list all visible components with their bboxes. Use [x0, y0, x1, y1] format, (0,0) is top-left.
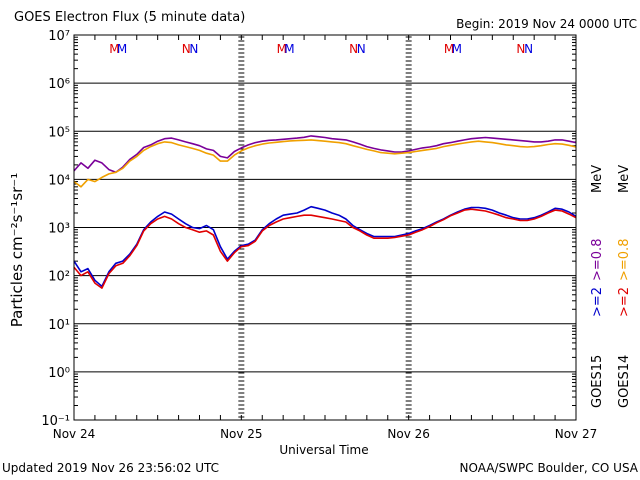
local-time-marker: M: [444, 42, 454, 56]
plot-grid: [74, 35, 576, 420]
local-time-marker: N: [189, 42, 198, 56]
local-time-marker: N: [182, 42, 191, 56]
y-tick-label: 10³: [48, 222, 70, 237]
y-axis-label: Particles cm⁻²s⁻¹sr⁻¹: [8, 173, 26, 327]
legend-goes14-2mev: >=2: [617, 287, 632, 317]
legend-goes15: GOES15: [590, 355, 605, 408]
series-line: [73, 139, 577, 188]
x-axis-label: Universal Time: [279, 443, 368, 457]
x-tick-label: Nov 24: [53, 427, 96, 441]
local-time-marker: M: [277, 42, 287, 56]
y-tick-label: 10⁻¹: [41, 414, 70, 429]
local-time-marker: N: [524, 42, 533, 56]
begin-label: Begin: 2019 Nov 24 0000 UTC: [456, 17, 637, 31]
local-time-markers: MM NN MM NN MM NN: [109, 42, 533, 56]
local-time-marker: M: [452, 42, 462, 56]
local-time-marker: N: [516, 42, 525, 56]
local-time-marker: N: [357, 42, 366, 56]
series-line: [73, 205, 577, 288]
local-time-marker: M: [284, 42, 294, 56]
legend-goes14: GOES14: [617, 355, 632, 408]
local-time-marker: M: [117, 42, 127, 56]
legend-unit-lower: MeV: [617, 165, 632, 193]
y-tick-label: 10⁴: [48, 173, 70, 188]
legend-goes14-08mev: >=0.8: [617, 239, 632, 281]
series-line: [73, 135, 577, 174]
y-tick-labels: 10⁻¹ 10⁰ 10¹ 10² 10³ 10⁴ 10⁵ 10⁶ 10⁷: [41, 29, 70, 429]
legend-goes15-2mev: >=2: [590, 287, 605, 317]
footer-updated: Updated 2019 Nov 26 23:56:02 UTC: [2, 461, 219, 475]
chart-title: GOES Electron Flux (5 minute data): [14, 10, 245, 25]
plot-frame: [73, 34, 577, 421]
y-tick-label: 10⁰: [48, 366, 70, 381]
y-tick-label: 10⁷: [48, 29, 70, 44]
y-tick-label: 10⁵: [48, 125, 70, 140]
x-tick-label: Nov 27: [555, 427, 598, 441]
local-time-marker: N: [349, 42, 358, 56]
local-time-marker: M: [109, 42, 119, 56]
series-line: [73, 208, 577, 289]
series-layer: [73, 135, 577, 289]
legend-unit-upper: MeV: [590, 165, 605, 193]
y-tick-label: 10¹: [48, 318, 70, 333]
y-tick-label: 10²: [48, 270, 70, 285]
y-tick-label: 10⁶: [48, 77, 70, 92]
x-tick-labels: Nov 24 Nov 25 Nov 26 Nov 27: [53, 427, 598, 441]
x-tick-label: Nov 25: [220, 427, 263, 441]
legend-goes15-08mev: >=0.8: [590, 239, 605, 281]
legend: GOES15 GOES14 >=2 >=2 >=0.8 >=0.8 MeV Me…: [590, 165, 632, 408]
footer-credit: NOAA/SWPC Boulder, CO USA: [460, 461, 639, 475]
x-tick-label: Nov 26: [387, 427, 430, 441]
